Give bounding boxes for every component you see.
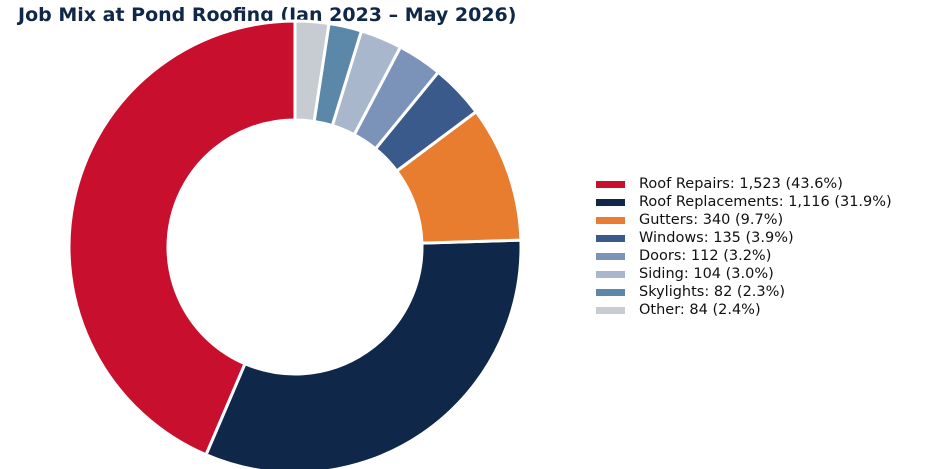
legend-label: Siding: 104 (3.0%): [639, 266, 774, 282]
legend-swatch: [596, 198, 625, 206]
legend-swatch: [596, 234, 625, 242]
legend-item-roof-replacements: Roof Replacements: 1,116 (31.9%): [596, 193, 892, 211]
legend-item-gutters: Gutters: 340 (9.7%): [596, 211, 892, 229]
legend-item-doors: Doors: 112 (3.2%): [596, 247, 892, 265]
legend-item-roof-repairs: Roof Repairs: 1,523 (43.6%): [596, 175, 892, 193]
chart-title: Job Mix at Pond Roofing (Jan 2023 – May …: [18, 4, 517, 26]
legend-swatch: [596, 180, 625, 188]
legend-swatch: [596, 252, 625, 260]
legend-label: Other: 84 (2.4%): [639, 302, 761, 318]
legend-item-other: Other: 84 (2.4%): [596, 301, 892, 319]
slice-roof-replacements: [204, 238, 523, 469]
legend-label: Roof Replacements: 1,116 (31.9%): [639, 194, 892, 210]
legend-item-siding: Siding: 104 (3.0%): [596, 265, 892, 283]
legend-swatch: [596, 270, 625, 278]
chart-legend: Roof Repairs: 1,523 (43.6%) Roof Replacem…: [596, 175, 892, 319]
legend-item-skylights: Skylights: 82 (2.3%): [596, 283, 892, 301]
slice-roof-repairs: [67, 19, 297, 457]
slice-other: [293, 19, 331, 124]
legend-swatch: [596, 288, 625, 296]
legend-label: Roof Repairs: 1,523 (43.6%): [639, 176, 843, 192]
legend-label: Windows: 135 (3.9%): [639, 230, 794, 246]
legend-item-windows: Windows: 135 (3.9%): [596, 229, 892, 247]
legend-label: Doors: 112 (3.2%): [639, 248, 772, 264]
legend-swatch: [596, 216, 625, 224]
donut-chart: [67, 19, 523, 469]
legend-label: Gutters: 340 (9.7%): [639, 212, 784, 228]
legend-label: Skylights: 82 (2.3%): [639, 284, 786, 300]
legend-swatch: [596, 306, 625, 314]
